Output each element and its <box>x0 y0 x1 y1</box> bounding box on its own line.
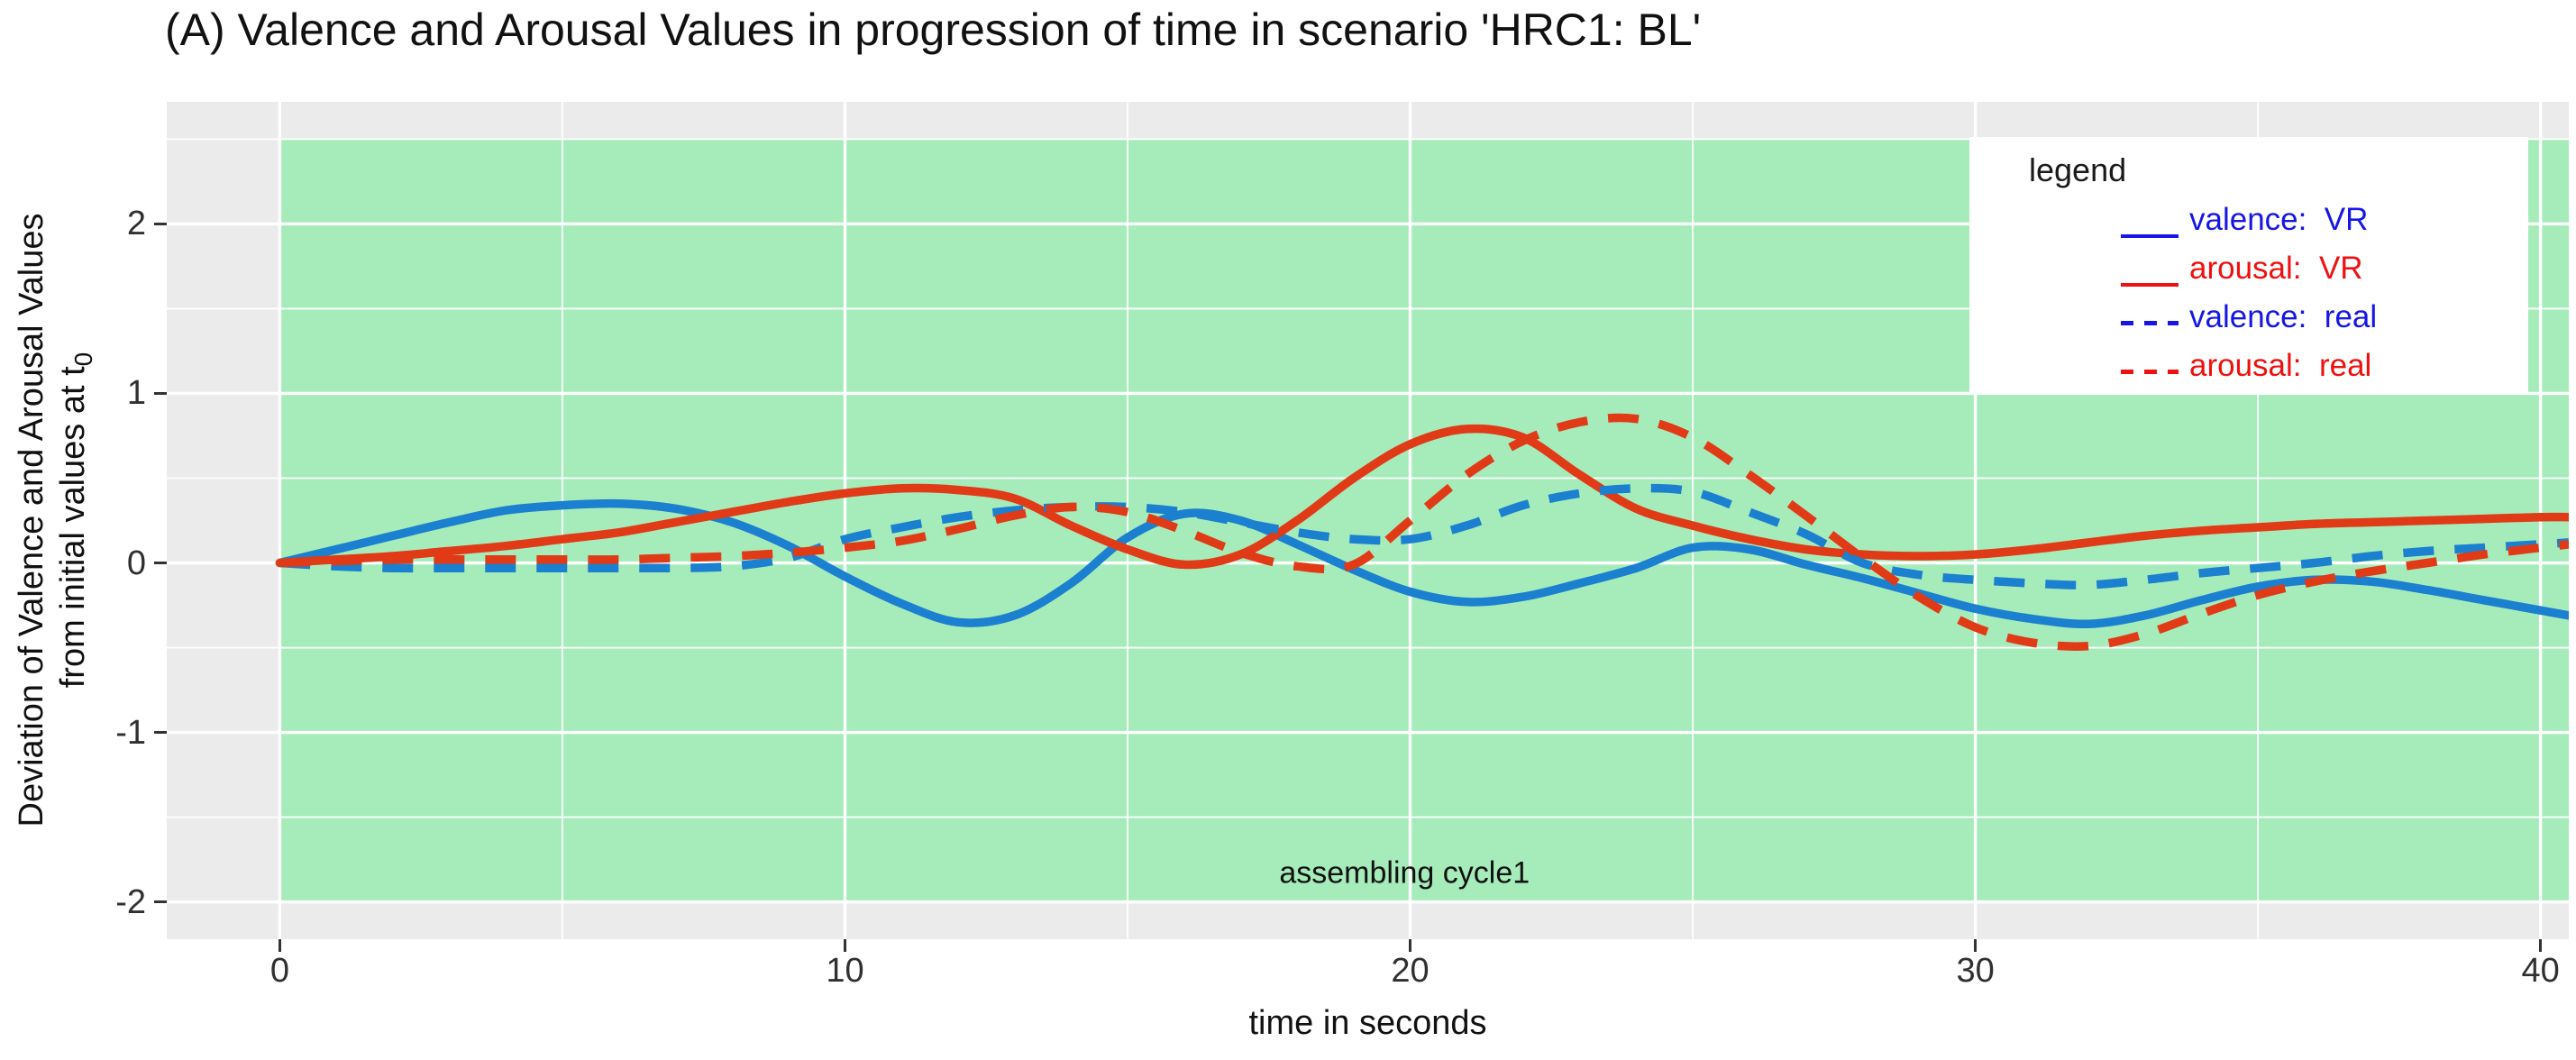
legend: legend valence: VR arousal: VR valence: … <box>1969 137 2528 395</box>
x-axis-tick-label: 30 <box>1956 952 1995 990</box>
region-annotation: assembling cycle1 <box>1279 855 1530 891</box>
x-axis-tick-label: 40 <box>2521 952 2560 990</box>
x-axis-tick-label: 0 <box>269 952 289 990</box>
chart-title: (A) Valence and Arousal Values in progre… <box>165 5 1702 55</box>
legend-line-sample-blue-solid <box>2121 234 2179 238</box>
legend-entry-label: valence: VR <box>2189 202 2369 237</box>
series-arousal-vr <box>275 424 2569 570</box>
x-axis-title: time in seconds <box>1248 1004 1487 1042</box>
y-axis-tick <box>154 900 167 904</box>
y-axis-tick-label: 2 <box>126 205 146 243</box>
legend-entry-valence-vr: valence: VR <box>1969 200 2528 245</box>
y-axis-tick-label: 1 <box>126 374 146 413</box>
legend-title: legend <box>2029 151 2127 188</box>
legend-line-sample-red-dashed <box>2121 370 2179 374</box>
legend-entry-label: arousal: real <box>2189 348 2372 383</box>
y-axis-tick <box>154 391 167 395</box>
x-axis-tick <box>278 939 281 952</box>
y-axis-tick-label: -1 <box>115 713 146 752</box>
x-axis-tick <box>843 939 846 952</box>
y-axis-tick <box>154 731 167 735</box>
y-axis-tick <box>154 562 167 564</box>
legend-entry-valence-real: valence: real <box>1969 297 2528 343</box>
y-axis-tick-label: 0 <box>126 544 146 582</box>
x-axis-tick <box>1974 939 1978 952</box>
legend-line-sample-red-solid <box>2121 283 2179 287</box>
y-axis-tick <box>154 222 167 225</box>
legend-entry-arousal-vr: arousal: VR <box>1969 249 2528 294</box>
series-valence-vr <box>275 498 2569 628</box>
x-axis-tick-label: 20 <box>1391 952 1430 990</box>
x-axis-tick <box>2539 939 2543 952</box>
x-axis-tick <box>1409 939 1412 952</box>
legend-entry-label: arousal: VR <box>2189 251 2363 286</box>
series-valence-real <box>279 483 2569 589</box>
y-axis-tick-label: -2 <box>115 882 146 921</box>
y-axis-title-subscript: 0 <box>69 352 97 367</box>
legend-entry-arousal-real: arousal: real <box>1969 346 2528 391</box>
x-axis-tick-label: 10 <box>826 952 864 990</box>
legend-entry-label: valence: real <box>2189 299 2378 334</box>
legend-line-sample-blue-dashed <box>2121 321 2179 325</box>
